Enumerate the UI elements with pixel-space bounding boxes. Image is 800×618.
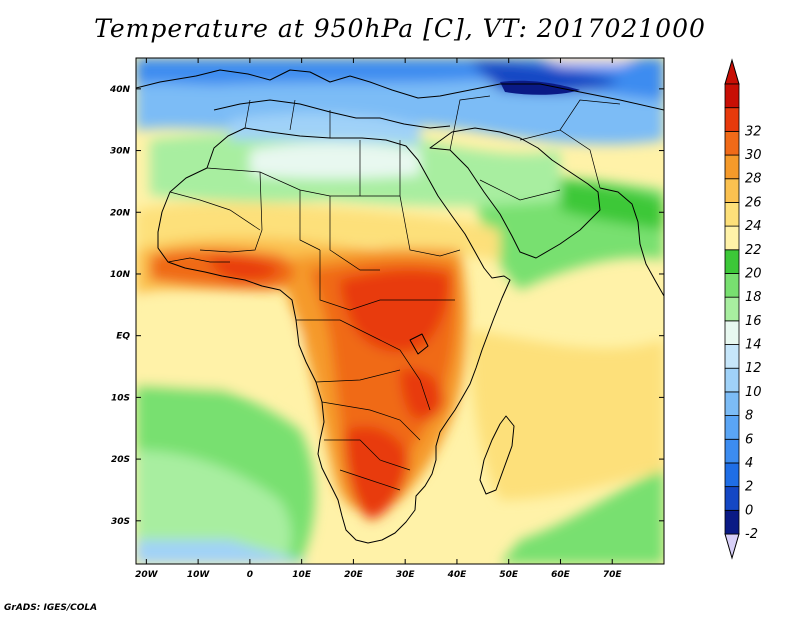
lat-tick-label: 30N (110, 147, 131, 157)
colorbar-segment (724, 83, 740, 109)
colorbar-label: 16 (745, 314, 762, 329)
arabia-coastline (429, 127, 601, 259)
credit-label: GrADS: IGES/COLA (4, 603, 98, 613)
field-south-atlantic-lightgreen (136, 450, 292, 564)
india-coastline (599, 187, 664, 297)
lat-tick-label: 40N (109, 85, 131, 95)
colorbar-label: 22 (745, 243, 762, 258)
colorbar-label: 8 (745, 409, 753, 424)
colorbar-label: 6 (745, 432, 753, 447)
field-south-africa-hottest (345, 426, 410, 520)
coastlines (136, 69, 664, 544)
colorbar-label: 24 (745, 219, 762, 234)
field-central-africa-hottest (340, 269, 451, 353)
axis-ticks: 20W 10W 0 10E 20E 30E 40E 50E 60E 70E 40N 30N 20N 10N… (109, 58, 664, 580)
colorbar-label: 18 (745, 290, 762, 305)
mediterranean-south-coastline (213, 99, 451, 129)
field-south-cold-blue (136, 540, 310, 564)
lon-tick-label: 10E (292, 570, 312, 580)
colorbar-segment (724, 249, 740, 274)
field-north-africa-lightblue (230, 113, 420, 145)
colorbar-over-triangle (724, 58, 740, 85)
colorbar-segment (724, 154, 740, 180)
colorbar-label: 14 (745, 338, 762, 353)
colorbar-label: -2 (745, 527, 758, 542)
madagascar-coastline (479, 415, 515, 495)
colorbar-label: 4 (745, 456, 753, 471)
lon-tick-label: 40E (447, 570, 468, 580)
colorbar-segment (724, 415, 740, 440)
colorbar-segment (724, 202, 740, 227)
africa-coastline (157, 127, 511, 544)
lat-tick-label: 20S (111, 455, 130, 465)
field-indian-ocean-green (500, 470, 664, 564)
colorbar-segment (724, 273, 740, 298)
colorbar-segment (724, 107, 740, 132)
colorbar-segment (724, 178, 740, 203)
lon-tick-label: 70E (603, 570, 623, 580)
colorbar-segment (724, 320, 740, 345)
colorbar-segment (724, 391, 740, 416)
colorbar-segment (724, 438, 740, 464)
lon-tick-label: 20W (135, 570, 159, 580)
lon-tick-label: 30E (396, 570, 416, 580)
colorbar-segment (724, 130, 740, 156)
europe-coastline (136, 69, 664, 111)
lat-tick-label: 10S (111, 393, 130, 403)
temperature-field (136, 58, 664, 564)
colorbar-label: 30 (745, 148, 762, 163)
colorbar-label: 2 (745, 480, 753, 495)
field-east-africa-hot (400, 368, 445, 420)
plot-frame (135, 57, 665, 565)
colorbar-under-triangle (724, 533, 740, 560)
lon-tick-label: 60E (551, 570, 571, 580)
colorbar-label: 20 (745, 266, 762, 281)
colorbar-label: 26 (745, 195, 762, 210)
country-borders (167, 95, 621, 491)
lon-tick-label: 0 (247, 570, 253, 580)
lon-tick-label: 50E (499, 570, 519, 580)
lon-tick-label: 10W (187, 570, 211, 580)
lon-tick-label: 20E (344, 570, 364, 580)
lat-tick-label: 20N (110, 208, 131, 218)
field-sahara-pale (250, 142, 420, 179)
colorbar-label: 0 (745, 503, 753, 518)
colorbar-segment (724, 367, 740, 393)
colorbar-segment (724, 344, 740, 369)
plot-title: Temperature at 950hPa [C], VT: 201702100… (94, 14, 706, 43)
colorbar-segment (724, 486, 740, 511)
colorbar-segment (724, 225, 740, 251)
field-equatorial-ocean (136, 300, 300, 390)
lake-victoria (409, 333, 429, 355)
lat-tick-label: 10N (110, 270, 131, 280)
lat-tick-label: 30S (111, 517, 130, 527)
colorbar-label: 32 (745, 124, 762, 139)
colorbar-segment (724, 296, 740, 322)
field-arabian-darkgreen (560, 180, 664, 230)
colorbar-label: 10 (745, 385, 762, 400)
colorbar-label: 28 (745, 172, 762, 187)
field-indian-ocean-warm (470, 330, 664, 500)
colorbar-segment (724, 509, 740, 535)
field-west-africa-hottest (210, 257, 280, 280)
field-north-under (540, 58, 640, 66)
lat-tick-label: EQ (116, 332, 130, 342)
colorbar-segment (724, 462, 740, 488)
colorbar-label: 12 (745, 361, 762, 376)
